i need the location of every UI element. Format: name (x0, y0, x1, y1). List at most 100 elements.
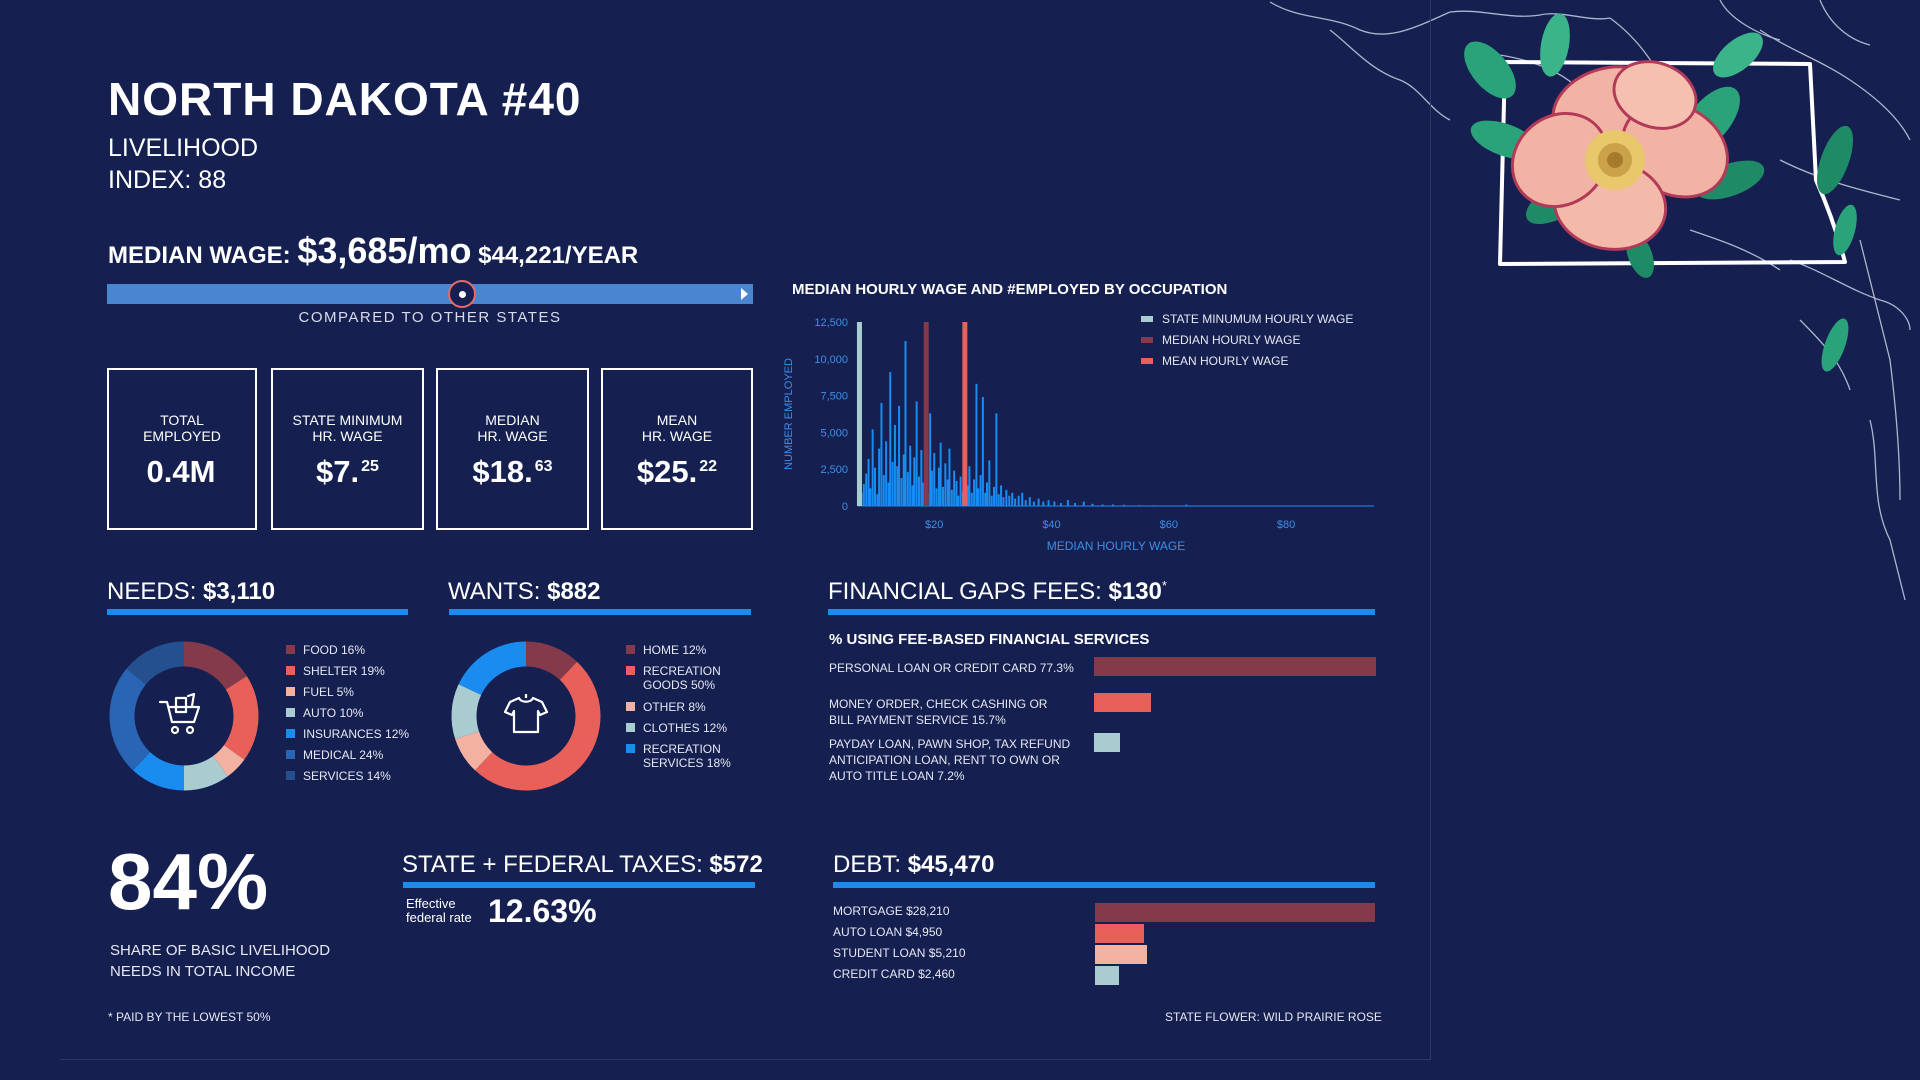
employment-bar (1042, 501, 1045, 506)
donut-slice (213, 745, 245, 777)
wage-employment-chart: 0 2,500 5,000 7,500 10,000 12,500 $20 $40 $60 $80… (783, 312, 1374, 553)
rate-label-line: Effective (406, 896, 456, 911)
legend-label: FOOD 16% (303, 643, 366, 657)
employment-bar (887, 482, 890, 506)
employment-bar (1032, 501, 1035, 506)
employment-bar (993, 486, 996, 506)
legend-label: RECREATION GOODS 50% (643, 664, 721, 692)
stat-value-cents: 63 (534, 458, 553, 475)
employment-bar (1066, 500, 1069, 506)
legend-swatch (626, 723, 635, 732)
subtitle-line-2: INDEX: 88 (108, 166, 227, 194)
fees-subtitle: % USING FEE-BASED FINANCIAL SERVICES (829, 631, 1150, 648)
employment-bar (1167, 505, 1170, 506)
employment-bar (904, 341, 907, 506)
legend-label: OTHER 8% (643, 700, 706, 714)
employment-bar (922, 482, 925, 506)
wage-reference-line (923, 322, 929, 506)
stat-value: $18. (472, 454, 533, 489)
employment-bar (979, 475, 982, 506)
employment-bar (865, 473, 868, 506)
employment-bar (902, 454, 905, 506)
employment-bar (970, 492, 973, 506)
legend-label: MEDIAN HOURLY WAGE (1162, 333, 1300, 347)
shopping-cart-icon (156, 690, 206, 745)
legend-item: CLOTHES 12% (626, 721, 731, 742)
wants-legend: HOME 12% RECREATION GOODS 50% OTHER 8% CLOTH… (626, 643, 731, 778)
legend-label: AUTO 10% (303, 706, 364, 720)
employment-bar (913, 457, 916, 506)
stat-median-wage: MEDIAN HR. WAGE $18. 63 (436, 368, 589, 530)
legend-item: RECREATION GOODS 50% (626, 664, 731, 700)
employment-bar (1000, 485, 1003, 506)
taxes-amount: $572 (709, 851, 763, 878)
debt-bar-chart: MORTGAGE $28,210 AUTO LOAN $4,950 STUDENT … (833, 903, 1375, 993)
legend-swatch (286, 750, 295, 759)
stat-value-cents: 25 (361, 458, 379, 475)
employment-bar (1028, 497, 1031, 506)
employment-bar (893, 425, 896, 506)
stat-label: HR. WAGE (477, 428, 548, 444)
employment-bar (981, 397, 984, 506)
employment-bar (878, 448, 881, 506)
livelihood-index: LIVELIHOOD INDEX: 88 (108, 132, 258, 196)
debt-label: STUDENT LOAN $5,210 (833, 946, 966, 960)
employment-bar (975, 383, 978, 506)
comparison-caption: COMPARED TO OTHER STATES (298, 309, 562, 326)
y-tick-label: 0 (842, 501, 848, 513)
employment-bar (1024, 500, 1027, 506)
employment-bar (1112, 504, 1115, 506)
subtitle-line-1: LIVELIHOOD (108, 134, 259, 162)
taxes-label: STATE + FEDERAL TAXES: (402, 851, 703, 878)
employment-bar (986, 482, 988, 506)
employment-bar (944, 463, 947, 506)
legend-label: FUEL 5% (303, 685, 354, 699)
employment-bar (869, 488, 872, 506)
state-flower-caption: STATE FLOWER: WILD PRAIRIE ROSE (1165, 1010, 1382, 1024)
state-comparison-scale (107, 284, 753, 304)
employment-bar (988, 460, 991, 506)
employment-bar (867, 458, 870, 506)
legend-swatch (626, 744, 635, 753)
stat-value-cents: 22 (699, 458, 718, 475)
fees-rule (828, 609, 1375, 615)
employment-bar (930, 470, 933, 506)
median-wage-monthly: $3,685/mo (297, 230, 472, 271)
employment-bar (1005, 489, 1008, 506)
employment-bar (966, 485, 969, 506)
needs-legend: FOOD 16% SHELTER 19% FUEL 5% AUTO 10% INSURA… (286, 643, 409, 790)
debt-bar (1095, 966, 1120, 985)
donut-slice (455, 731, 493, 771)
legend-item: MEDICAL 24% (286, 748, 409, 769)
legend-swatch (626, 666, 635, 675)
fee-label: MONEY ORDER, CHECK CASHING OR BILL PAYMEN… (829, 697, 1048, 727)
employment-bar (946, 479, 949, 506)
donut-slice (184, 641, 247, 690)
employment-bar (995, 413, 998, 506)
employment-bar (948, 448, 951, 506)
employment-bar (920, 450, 923, 506)
donut-slice (458, 641, 526, 695)
legend-swatch (1141, 337, 1153, 343)
legend-item: AUTO 10% (286, 706, 409, 727)
legend-swatch (286, 687, 295, 696)
legend-item: RECREATION SERVICES 18% (626, 742, 731, 778)
employment-bar (1123, 504, 1126, 506)
share-caption: SHARE OF BASIC LIVELIHOOD NEEDS IN TOTAL… (110, 940, 330, 982)
wage-reference-line (962, 322, 968, 506)
legend-item: INSURANCES 12% (286, 727, 409, 748)
donut-slice (475, 661, 601, 791)
legend-item: FOOD 16% (286, 643, 409, 664)
arrow-right-icon (741, 288, 748, 300)
fee-label: PAYDAY LOAN, PAWN SHOP, TAX REFUND ANTICI… (829, 737, 1071, 783)
x-tick-label: $60 (1160, 519, 1178, 531)
debt-bar (1095, 903, 1375, 922)
stat-label: MEAN (656, 412, 698, 428)
legend-swatch (286, 729, 295, 738)
median-wage-yearly: $44,221/YEAR (478, 242, 639, 269)
taxes-rule (403, 882, 755, 888)
employment-bar (933, 453, 936, 506)
employment-bar (874, 467, 877, 506)
federal-rate-value: 12.63% (488, 893, 597, 929)
debt-label: CREDIT CARD $2,460 (833, 967, 955, 981)
